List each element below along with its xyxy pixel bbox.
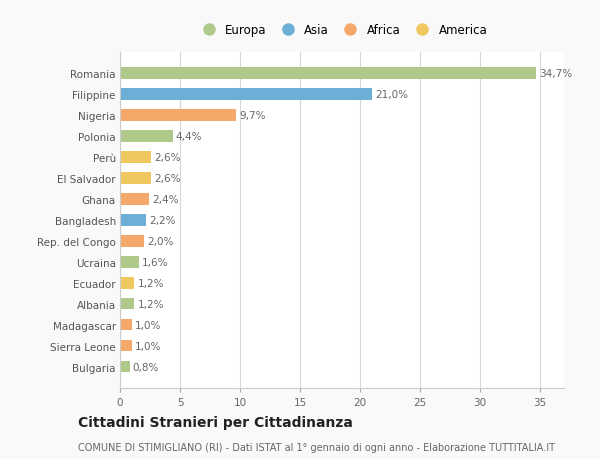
- Text: 2,6%: 2,6%: [154, 174, 181, 184]
- Bar: [120, 214, 146, 226]
- Text: 2,0%: 2,0%: [147, 236, 173, 246]
- Text: 9,7%: 9,7%: [239, 111, 266, 121]
- Text: 1,6%: 1,6%: [142, 257, 169, 267]
- Text: 1,0%: 1,0%: [135, 320, 161, 330]
- Bar: [120, 361, 130, 373]
- Text: 0,8%: 0,8%: [133, 362, 159, 372]
- Text: 1,0%: 1,0%: [135, 341, 161, 351]
- Text: 2,4%: 2,4%: [152, 195, 178, 204]
- Bar: [120, 340, 132, 352]
- Text: 21,0%: 21,0%: [375, 90, 408, 100]
- Bar: [120, 110, 236, 121]
- Bar: [120, 277, 134, 289]
- Legend: Europa, Asia, Africa, America: Europa, Asia, Africa, America: [194, 22, 490, 39]
- Bar: [120, 152, 151, 163]
- Text: 4,4%: 4,4%: [176, 132, 202, 141]
- Text: Cittadini Stranieri per Cittadinanza: Cittadini Stranieri per Cittadinanza: [78, 415, 353, 429]
- Bar: [120, 194, 149, 205]
- Text: 1,2%: 1,2%: [137, 278, 164, 288]
- Bar: [120, 68, 536, 79]
- Text: 2,6%: 2,6%: [154, 152, 181, 162]
- Bar: [120, 235, 144, 247]
- Text: COMUNE DI STIMIGLIANO (RI) - Dati ISTAT al 1° gennaio di ogni anno - Elaborazion: COMUNE DI STIMIGLIANO (RI) - Dati ISTAT …: [78, 442, 555, 452]
- Bar: [120, 257, 139, 268]
- Bar: [120, 319, 132, 331]
- Bar: [120, 131, 173, 142]
- Bar: [120, 173, 151, 184]
- Text: 2,2%: 2,2%: [149, 215, 176, 225]
- Text: 1,2%: 1,2%: [137, 299, 164, 309]
- Bar: [120, 89, 372, 101]
- Text: 34,7%: 34,7%: [539, 69, 572, 79]
- Bar: [120, 298, 134, 310]
